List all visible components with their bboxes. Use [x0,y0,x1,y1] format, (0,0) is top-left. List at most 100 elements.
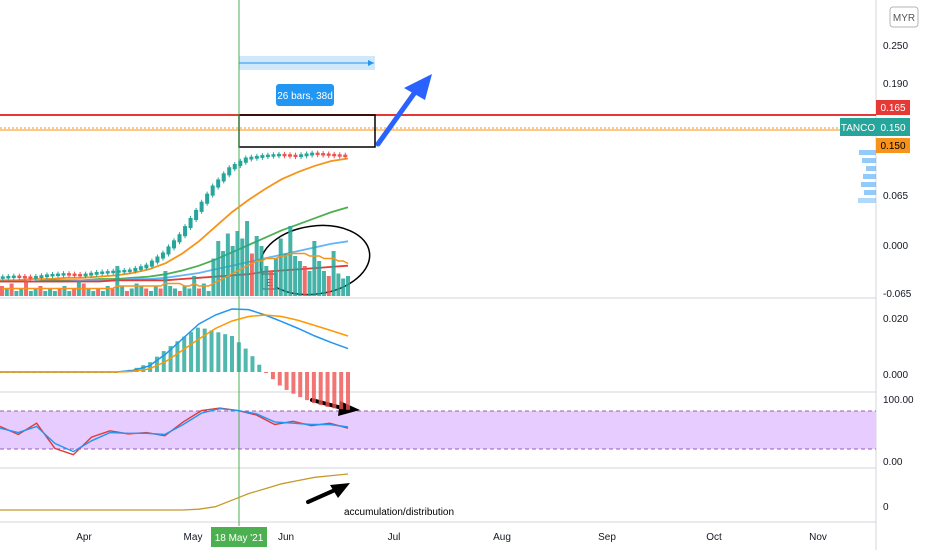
candle-body [343,154,348,158]
candle-body [105,271,110,274]
macd-histogram-bar [236,342,241,372]
volume-bar [201,283,206,296]
macd-histogram-bar [332,372,337,409]
y-tick-label: 0 [883,502,889,513]
candle-body [78,273,83,277]
macd-histogram-bar [243,348,248,372]
ticker-box [840,118,876,136]
volume-bar [245,221,250,296]
macd-histogram-bar [305,372,310,401]
currency-box[interactable] [889,6,919,28]
volume-bar [33,288,38,296]
orange-price-label: 0.150 [880,141,905,152]
volume-bar [273,258,278,296]
volume-bar [230,246,235,296]
volume-bar [62,286,67,296]
currency-label: MYR [893,13,915,24]
x-tick-label: Sep [598,532,616,543]
volume-bar [192,276,197,296]
candle-body [249,156,254,160]
volume-bar [153,286,158,296]
candle-body [188,217,193,229]
volume-bar [110,288,115,296]
volume-bar [0,286,4,296]
candle-body [271,154,276,157]
volume-bar [43,291,48,296]
red-level-price-label: 0.165 [880,103,905,114]
volume-bar [278,238,283,296]
candle-body [83,273,88,277]
volume-bar [264,266,269,296]
candle-body [321,153,326,156]
y-tick-label: -0.065 [883,289,912,300]
macd-histogram-bar [346,372,350,410]
volume-bar [129,288,134,296]
macd-histogram-bar [141,365,146,372]
volume-bar [9,283,14,296]
macd-histogram-bar [209,330,214,372]
axes: Apr May Jun Jul Aug Sep Oct Nov 0.250 0.190 0.065 0… [76,41,914,543]
volume-bar [182,286,187,296]
volume-bar [293,256,298,296]
candle-body [315,152,320,156]
candle-body [326,153,331,156]
volume-bar [19,288,24,296]
volume-bar [124,291,129,296]
candle-body [50,273,55,277]
candle-body [238,160,243,167]
volume-bar [67,291,72,296]
x-tick-label: Oct [706,532,722,543]
volume-bar [100,291,105,296]
candle-body [194,209,199,220]
candle-body [310,152,315,156]
y-tick-label: 0.250 [883,41,908,52]
macd-histogram-bar [325,372,330,407]
volume-bar [148,291,153,296]
macd-histogram-bar [318,372,323,406]
x-tick-label: Jun [278,532,294,543]
crosshair-date-box [211,527,267,547]
candle-body [67,273,72,276]
volume-profile-bar [864,190,876,195]
macd-histogram-bar [277,372,282,386]
macd-histogram-bar [264,372,269,373]
volume-bar [302,266,307,296]
candle-body [304,153,309,157]
macd-pane [0,308,350,410]
ad-annotation-label: accumulation/distribution [344,507,454,518]
y-tick-label: 0.000 [883,370,908,381]
candle-body [127,269,132,272]
volume-bar [321,271,326,296]
ticker-label: TANCO [841,123,875,134]
candle-body [288,154,292,157]
rsi-pane [0,407,349,456]
candle-body [332,153,337,157]
moving-average-line [0,157,349,282]
volume-bar [28,291,33,296]
volume-bar [96,288,101,296]
macd-histogram-bar [182,336,187,372]
candle-body [299,154,304,158]
macd-histogram-bar [298,372,303,398]
volume-profile-bar [862,158,876,163]
red-level-price-box [876,100,910,115]
candle-body [276,153,281,157]
candle-body [28,276,33,279]
volume-bar [288,226,293,296]
x-tick-label: Nov [809,532,827,543]
candle-body [260,155,265,158]
volume-profile-bar [858,198,876,203]
ad-arrow-head [330,483,350,498]
volume-bar [4,288,9,296]
candle-body [243,157,248,163]
candle-body [94,271,99,275]
macd-histogram-bar [311,372,316,404]
volume-bar [307,271,312,296]
candle-body [216,179,221,188]
macd-histogram-bar [230,336,234,372]
macd-histogram-bar [189,332,194,372]
candle-body [265,154,270,158]
macd-histogram-bar [202,328,207,372]
